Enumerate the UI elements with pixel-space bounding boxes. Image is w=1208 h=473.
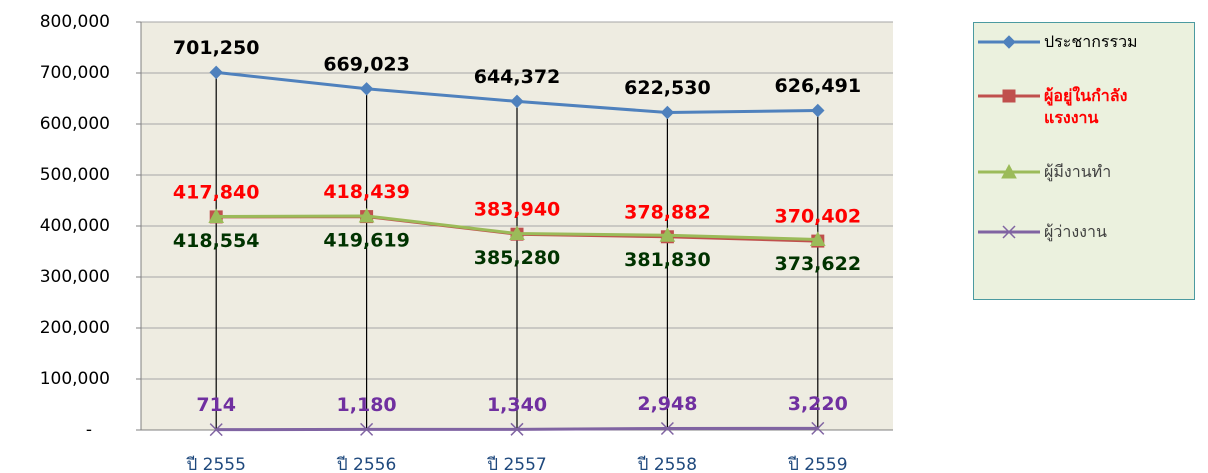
- data-label: 418,554: [173, 230, 260, 252]
- y-tick-label: -: [86, 420, 92, 440]
- marker: [1002, 35, 1016, 49]
- y-tick-label: 300,000: [40, 267, 110, 287]
- y-tick-label: 100,000: [40, 369, 110, 389]
- legend-item: ประชากรรวม: [974, 31, 1184, 53]
- marker: [660, 421, 674, 436]
- y-tick-label: 600,000: [40, 114, 110, 134]
- data-label: 3,220: [788, 393, 848, 415]
- x-tick-label: ปี 2555: [186, 455, 246, 473]
- marker: [660, 105, 675, 120]
- marker: [209, 65, 223, 80]
- marker: [1001, 163, 1017, 179]
- data-label: 2,948: [637, 393, 697, 415]
- legend-swatch: [978, 225, 1040, 239]
- data-label: 669,023: [323, 53, 410, 75]
- y-tick-label: 800,000: [40, 12, 110, 32]
- legend-label: ผู้อยู่ในกำลังแรงงาน: [1044, 86, 1128, 127]
- x-tick-label: ปี 2556: [336, 455, 396, 473]
- marker: [209, 423, 223, 437]
- legend-swatch: [978, 163, 1040, 179]
- marker: [359, 82, 374, 96]
- marker: [358, 207, 375, 223]
- y-tick-label: 700,000: [40, 63, 110, 83]
- marker: [510, 94, 524, 109]
- data-label: 378,882: [624, 201, 711, 223]
- data-label: 419,619: [323, 229, 410, 251]
- data-label: 381,830: [624, 249, 711, 271]
- data-label: 385,280: [474, 247, 561, 269]
- legend-label: ประชากรรวม: [1044, 32, 1138, 51]
- x-tick-label: ปี 2559: [787, 455, 847, 473]
- x-tick-label: ปี 2558: [637, 455, 697, 473]
- data-label: 644,372: [474, 66, 561, 88]
- marker: [809, 231, 826, 246]
- marker: [1002, 225, 1016, 239]
- marker: [659, 227, 676, 242]
- data-label: 622,530: [624, 77, 711, 99]
- data-label: 373,622: [775, 253, 862, 275]
- legend: ประชากรรวมผู้อยู่ในกำลังแรงงานผู้มีงานทำ…: [973, 22, 1195, 300]
- legend-item: ผู้อยู่ในกำลังแรงงาน: [974, 85, 1164, 129]
- legend-label: ผู้มีงานทำ: [1044, 162, 1112, 181]
- chart: - 100,000 200,000 300,000 400,000 500,000 600,…: [40, 12, 893, 473]
- marker: [360, 422, 374, 436]
- marker: [811, 421, 825, 435]
- data-label: 383,940: [474, 199, 561, 221]
- y-tick-label: 400,000: [40, 216, 110, 236]
- data-label: 626,491: [775, 75, 862, 97]
- data-label: 1,340: [487, 394, 547, 416]
- legend-label: ผู้ว่างงาน: [1044, 222, 1107, 241]
- data-label: 417,840: [173, 181, 260, 203]
- y-tick-label: 200,000: [40, 318, 110, 338]
- data-label: 1,180: [337, 394, 397, 416]
- marker: [1002, 89, 1016, 103]
- legend-swatch: [978, 35, 1040, 49]
- legend-item: ผู้มีงานทำ: [974, 161, 1184, 183]
- data-label: 714: [196, 394, 236, 416]
- data-label: 418,439: [323, 181, 410, 203]
- legend-item: ผู้ว่างงาน: [974, 221, 1184, 243]
- marker: [509, 225, 525, 241]
- y-tick-label: 500,000: [40, 165, 110, 185]
- data-label: 701,250: [173, 37, 260, 59]
- marker: [510, 422, 524, 436]
- x-tick-label: ปี 2557: [486, 455, 546, 473]
- marker: [208, 208, 225, 224]
- data-label: 370,402: [775, 206, 862, 228]
- legend-swatch: [978, 89, 1040, 103]
- marker: [811, 103, 825, 118]
